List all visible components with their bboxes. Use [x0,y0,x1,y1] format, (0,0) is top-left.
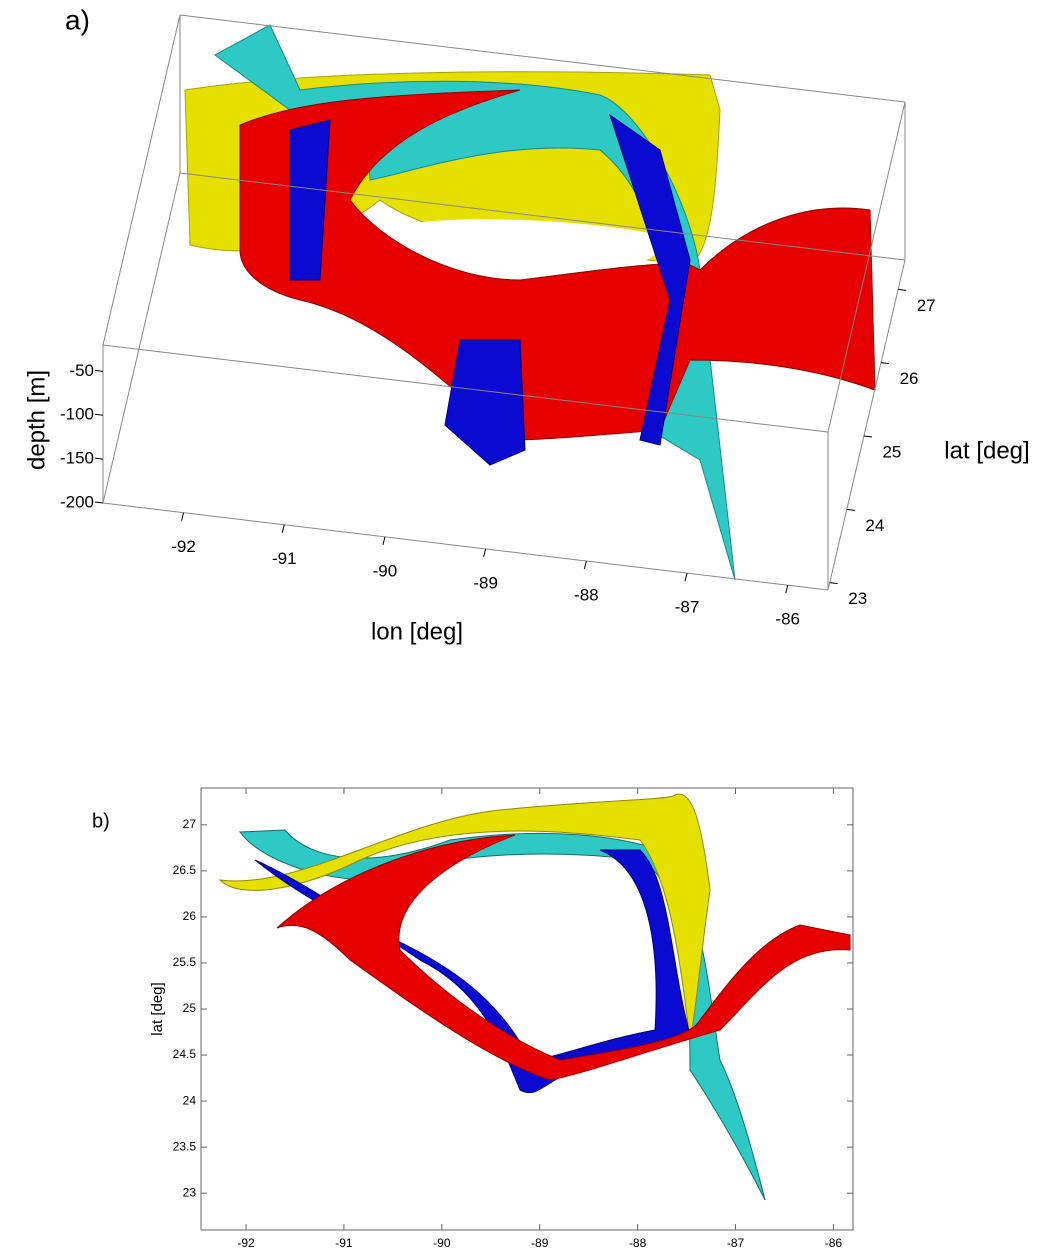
x-tick-label: -91 [272,549,297,568]
x-tick-label: -89 [531,1236,549,1249]
x-axis-label: lon [deg] [371,618,463,645]
y-tick-label: 24.5 [173,1047,197,1061]
y-tick [847,509,855,510]
surfaces-a [185,25,875,580]
y-tick-label: 26.5 [173,863,197,877]
z-tick [95,458,103,459]
x-tick-label: -91 [335,1236,353,1249]
box-edge [103,173,180,503]
x-tick [182,513,184,521]
x-tick-label: -88 [629,1236,647,1249]
x-tick-label: -90 [373,561,398,580]
x-tick-label: -92 [237,1236,255,1249]
x-tick [584,561,586,569]
y-tick-label: 25 [882,442,901,461]
y-tick-label: 27 [183,817,197,831]
y-tick [830,583,838,584]
y-tick-label: 24 [183,1093,197,1107]
y-tick-label: 23 [183,1185,197,1199]
y-tick-label: 25.5 [173,955,197,969]
x-tick-label: -86 [825,1236,843,1249]
x-tick [786,585,788,593]
page: -92 -91 -90 -89 -88 -87 -86 23 24 25 26 27 -50 -100 -1… [0,0,1042,1249]
x-tick [484,549,486,557]
y-axis-label: lat [deg] [149,982,166,1035]
y-tick-label: 23 [848,589,867,608]
x-tick-label: -86 [775,610,800,629]
z-tick [95,370,103,371]
y-tick-label: 26 [183,909,197,923]
y-tick-label: 26 [900,369,919,388]
figure: -92 -91 -90 -89 -88 -87 -86 23 24 25 26 27 -50 -100 -1… [0,0,1042,1249]
z-tick-label: -150 [60,449,94,468]
y-tick [898,289,906,290]
z-axis-label: depth [m] [23,370,50,470]
y-tick-label: 25 [183,1001,197,1015]
y-tick-label: 27 [917,296,936,315]
z-tick [95,502,103,503]
y-tick-label: 24 [865,516,884,535]
x-tick-label: -87 [727,1236,745,1249]
x-tick-label: -92 [171,537,196,556]
x-tick [685,573,687,581]
z-tick-label: -100 [60,405,94,424]
y-tick [881,363,889,364]
y-tick-label: 23.5 [173,1139,197,1153]
x-tick [282,525,284,533]
x-tick [383,537,385,545]
y-tick [864,436,872,437]
x-tick-label: -89 [473,573,498,592]
x-tick-label: -90 [433,1236,451,1249]
y-axis-label: lat [deg] [944,437,1029,464]
surfaces-b [220,794,850,1200]
panel-label: a) [65,4,90,35]
box-edge [103,15,180,345]
x-tick-label: -88 [574,585,599,604]
z-tick [95,414,103,415]
z-tick-label: -50 [69,361,94,380]
panel-label: b) [92,810,110,832]
x-tick-label: -87 [675,598,700,617]
z-tick-label: -200 [60,492,94,511]
